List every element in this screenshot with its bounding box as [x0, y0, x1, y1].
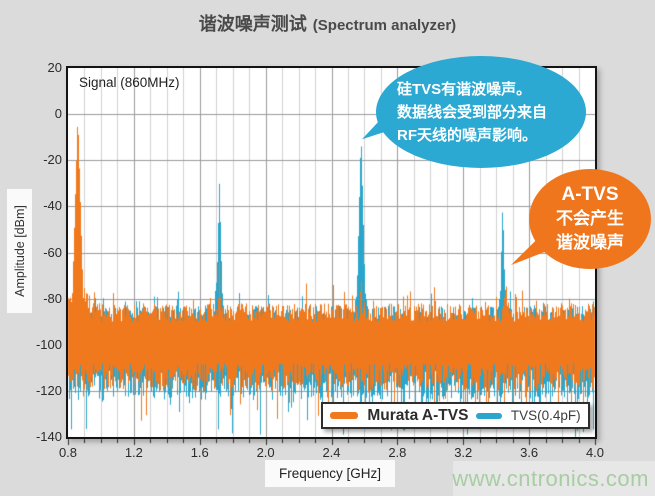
y-tick-label: -60 [43, 244, 62, 260]
watermark: www.cntronics.com [452, 461, 655, 496]
x-tick-label: 2.0 [256, 445, 275, 460]
y-tick-label: -120 [35, 382, 62, 398]
x-tick-label: 2.4 [322, 445, 341, 460]
x-tick-label: 1.2 [124, 445, 143, 460]
orange-callout-line-3: 谐波噪声 [556, 233, 624, 252]
y-tick-label: -20 [43, 152, 62, 168]
blue-callout-line-2: 数据线会受到部分来自 [397, 103, 548, 121]
legend-item-tvs-04pf: TVS(0.4pF) [475, 408, 581, 423]
page-title: 谐波噪声测试 (Spectrum analyzer) [0, 10, 655, 36]
legend: Murata A-TVS TVS(0.4pF) [321, 402, 590, 429]
legend-label-murata-a-tvs: Murata A-TVS [367, 406, 469, 424]
x-axis-title: Frequency [GHz] [265, 460, 395, 487]
y-axis-title-text: Amplitude [dBm] [12, 205, 27, 297]
x-tick-label: 3.2 [454, 445, 473, 460]
signal-label: Signal (860MHz) [79, 75, 180, 90]
x-tick-label: 0.8 [58, 445, 78, 460]
blue-callout-line-1: 硅TVS有谐波噪声。 [397, 80, 532, 98]
blue-callout-bubble: 硅TVS有谐波噪声。 数据线会受到部分来自 RF天线的噪声影响。 [376, 56, 586, 168]
y-tick-label: -40 [43, 198, 62, 214]
y-tick-label: 20 [47, 60, 62, 75]
x-tick-label: 2.8 [388, 445, 407, 460]
orange-callout-line-2: 不会产生 [556, 209, 624, 228]
legend-line-orange-icon [330, 412, 359, 419]
x-tick-label: 4.0 [585, 445, 605, 460]
legend-item-murata-a-tvs: Murata A-TVS [330, 407, 468, 425]
x-tick-label: 1.6 [190, 445, 209, 460]
y-tick-label: -100 [35, 336, 62, 352]
legend-line-blue-icon [475, 412, 502, 419]
x-axis-title-text: Frequency [GHz] [278, 466, 382, 481]
y-tick-label: 0 [54, 106, 62, 122]
y-tick-label: -140 [35, 429, 62, 444]
legend-label-tvs-04pf: TVS(0.4pF) [510, 408, 581, 423]
page-title-en: (Spectrum analyzer) [312, 17, 457, 34]
blue-callout-line-3: RF天线的噪声影响。 [397, 126, 537, 144]
y-tick-label: -80 [43, 290, 62, 306]
orange-callout-bubble: A-TVS 不会产生 谐波噪声 [529, 169, 651, 269]
page-title-zh: 谐波噪声测试 [198, 14, 307, 34]
watermark-text: www.cntronics.com [452, 465, 649, 491]
x-tick-label: 3.6 [520, 445, 539, 460]
y-axis-title: Amplitude [dBm] [7, 189, 32, 313]
orange-callout-line-1: A-TVS [561, 184, 619, 205]
